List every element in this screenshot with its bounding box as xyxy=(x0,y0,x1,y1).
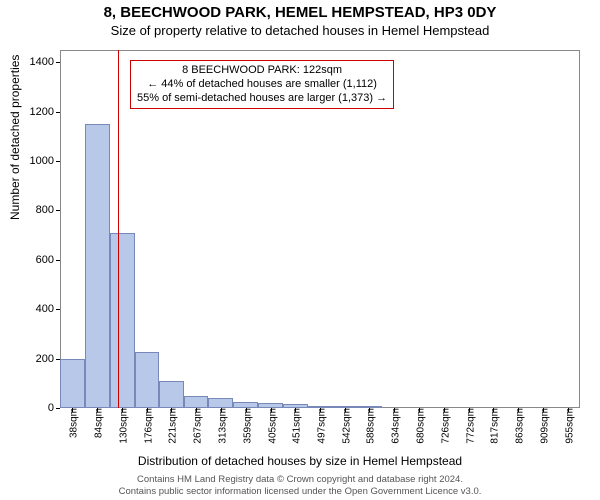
x-tick-label: 38sqm xyxy=(65,408,80,438)
y-tick-mark xyxy=(56,161,60,162)
x-tick-label: 313sqm xyxy=(213,408,228,444)
x-tick-mark xyxy=(369,408,370,412)
histogram-bar xyxy=(135,352,160,408)
highlight-line xyxy=(118,50,120,408)
x-tick-mark xyxy=(419,408,420,412)
x-tick-label: 726sqm xyxy=(436,408,451,444)
y-tick-mark xyxy=(56,408,60,409)
x-tick-label: 542sqm xyxy=(337,408,352,444)
axis-top xyxy=(60,50,580,51)
histogram-bar xyxy=(60,359,85,408)
footer-line-2: Contains public sector information licen… xyxy=(0,486,600,498)
x-tick-label: 176sqm xyxy=(139,408,154,444)
axis-left xyxy=(60,50,61,408)
annotation-line-3: 55% of semi-detached houses are larger (… xyxy=(137,92,387,106)
chart-footer: Contains HM Land Registry data © Crown c… xyxy=(0,474,600,498)
y-axis-label: Number of detached properties xyxy=(8,55,22,220)
plot-area: 8 BEECHWOOD PARK: 122sqm ← 44% of detach… xyxy=(60,50,580,408)
x-tick-label: 130sqm xyxy=(115,408,130,444)
x-tick-mark xyxy=(271,408,272,412)
chart-title-main: 8, BEECHWOOD PARK, HEMEL HEMPSTEAD, HP3 … xyxy=(0,0,600,21)
annotation-line-2: ← 44% of detached houses are smaller (1,… xyxy=(137,78,387,92)
histogram-bar xyxy=(85,124,110,408)
x-tick-mark xyxy=(394,408,395,412)
x-tick-label: 359sqm xyxy=(238,408,253,444)
x-tick-label: 680sqm xyxy=(412,408,427,444)
y-tick-mark xyxy=(56,210,60,211)
histogram-bar xyxy=(159,381,184,408)
x-tick-mark xyxy=(122,408,123,412)
x-tick-mark xyxy=(221,408,222,412)
x-tick-mark xyxy=(97,408,98,412)
annotation-box: 8 BEECHWOOD PARK: 122sqm ← 44% of detach… xyxy=(130,60,394,109)
histogram-bar xyxy=(258,403,283,408)
x-tick-label: 405sqm xyxy=(263,408,278,444)
x-tick-label: 955sqm xyxy=(560,408,575,444)
y-tick-mark xyxy=(56,62,60,63)
x-tick-mark xyxy=(518,408,519,412)
y-tick-mark xyxy=(56,112,60,113)
x-tick-mark xyxy=(568,408,569,412)
x-tick-mark xyxy=(345,408,346,412)
x-tick-label: 451sqm xyxy=(288,408,303,444)
histogram-bar xyxy=(110,233,135,408)
histogram-bar xyxy=(233,402,258,408)
x-tick-label: 863sqm xyxy=(510,408,525,444)
annotation-line-1: 8 BEECHWOOD PARK: 122sqm xyxy=(137,64,387,78)
x-tick-label: 84sqm xyxy=(90,408,105,438)
footer-line-1: Contains HM Land Registry data © Crown c… xyxy=(0,474,600,486)
histogram-bar xyxy=(283,404,308,408)
x-tick-label: 909sqm xyxy=(535,408,550,444)
histogram-bar xyxy=(208,398,233,408)
x-tick-label: 497sqm xyxy=(313,408,328,444)
x-tick-mark xyxy=(469,408,470,412)
y-tick-mark xyxy=(56,260,60,261)
x-tick-mark xyxy=(246,408,247,412)
x-tick-label: 588sqm xyxy=(362,408,377,444)
x-tick-mark xyxy=(295,408,296,412)
x-tick-label: 772sqm xyxy=(461,408,476,444)
y-tick-mark xyxy=(56,309,60,310)
x-tick-label: 267sqm xyxy=(189,408,204,444)
x-tick-mark xyxy=(444,408,445,412)
x-tick-label: 817sqm xyxy=(486,408,501,444)
x-tick-mark xyxy=(196,408,197,412)
x-tick-mark xyxy=(171,408,172,412)
x-axis-label: Distribution of detached houses by size … xyxy=(0,454,600,468)
axis-right xyxy=(579,50,580,408)
x-tick-mark xyxy=(72,408,73,412)
chart-container: 8, BEECHWOOD PARK, HEMEL HEMPSTEAD, HP3 … xyxy=(0,0,600,500)
x-tick-label: 634sqm xyxy=(387,408,402,444)
histogram-bar xyxy=(357,406,382,408)
x-tick-label: 221sqm xyxy=(164,408,179,444)
x-tick-mark xyxy=(543,408,544,412)
x-tick-mark xyxy=(320,408,321,412)
x-tick-mark xyxy=(493,408,494,412)
chart-title-sub: Size of property relative to detached ho… xyxy=(0,21,600,38)
x-tick-mark xyxy=(147,408,148,412)
histogram-bar xyxy=(184,396,209,408)
histogram-bar xyxy=(332,406,357,408)
histogram-bar xyxy=(308,406,333,408)
